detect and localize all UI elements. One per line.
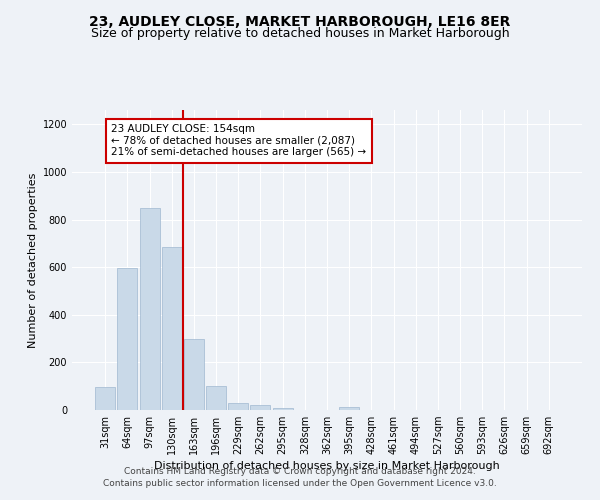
Text: 23 AUDLEY CLOSE: 154sqm
← 78% of detached houses are smaller (2,087)
21% of semi: 23 AUDLEY CLOSE: 154sqm ← 78% of detache… [112,124,367,158]
Bar [162,247,182,410]
Bar [95,387,115,410]
Text: Contains public sector information licensed under the Open Government Licence v3: Contains public sector information licen… [103,478,497,488]
Text: Contains HM Land Registry data © Crown copyright and database right 2024.: Contains HM Land Registry data © Crown c… [124,467,476,476]
Bar [184,338,204,410]
X-axis label: Distribution of detached houses by size in Market Harborough: Distribution of detached houses by size … [154,462,500,471]
Bar [272,408,293,410]
Bar [140,208,160,410]
Y-axis label: Number of detached properties: Number of detached properties [28,172,38,348]
Text: 23, AUDLEY CLOSE, MARKET HARBOROUGH, LE16 8ER: 23, AUDLEY CLOSE, MARKET HARBOROUGH, LE1… [89,15,511,29]
Bar [206,386,226,410]
Bar [118,268,137,410]
Bar [339,407,359,410]
Text: Size of property relative to detached houses in Market Harborough: Size of property relative to detached ho… [91,28,509,40]
Bar [250,405,271,410]
Bar [228,403,248,410]
